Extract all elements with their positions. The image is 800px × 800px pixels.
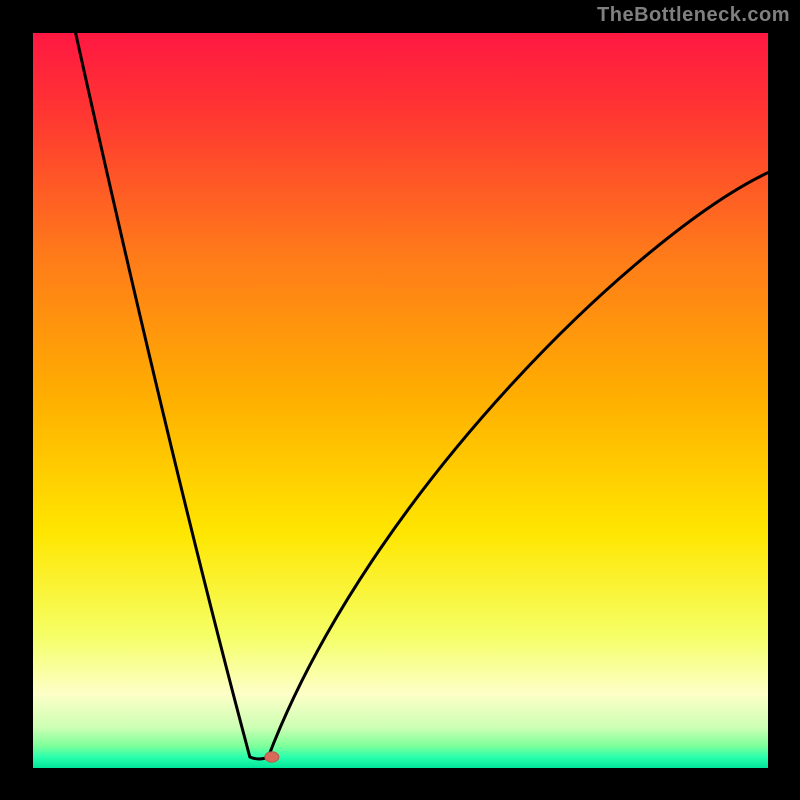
watermark-text: TheBottleneck.com bbox=[597, 4, 790, 27]
chart-container: TheBottleneck.com bbox=[0, 0, 800, 800]
plot-area bbox=[33, 33, 768, 768]
heat-gradient-background bbox=[33, 33, 768, 768]
